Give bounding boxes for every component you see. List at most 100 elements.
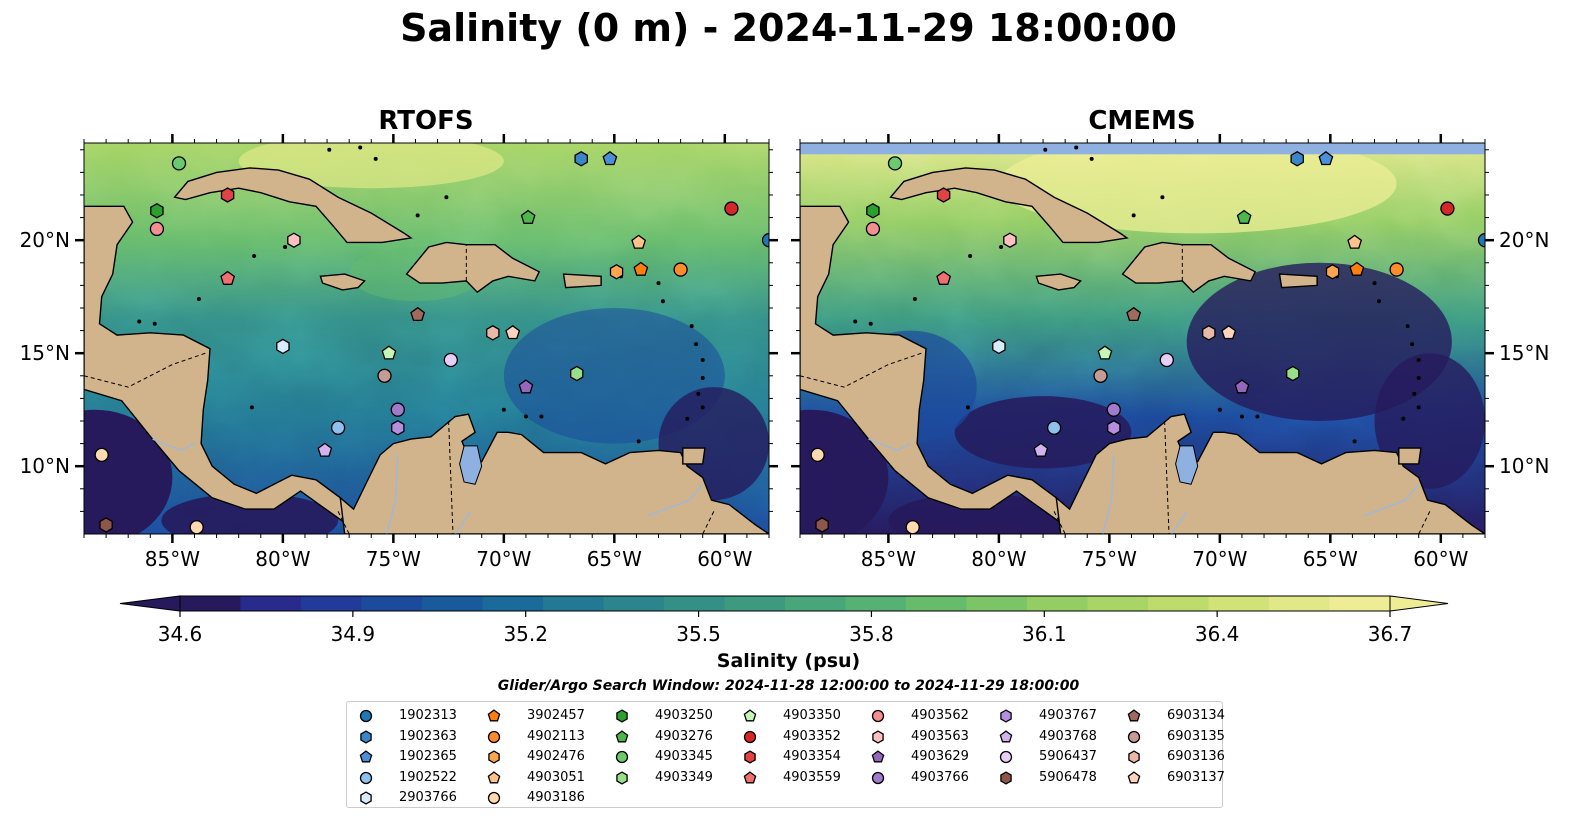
lon-tick-label: 60°W	[697, 547, 752, 571]
legend-label: 2903766	[399, 790, 457, 806]
marker-1902363	[574, 151, 588, 167]
legend-marker-icon	[487, 709, 501, 722]
legend-marker-icon	[1128, 750, 1140, 764]
colorbar-segment	[180, 596, 241, 611]
colorbar-extend-low	[119, 595, 181, 612]
marker-6903136	[486, 325, 500, 341]
legend-label: 4903345	[655, 749, 713, 765]
legend-label: 4903352	[783, 728, 841, 744]
legend-label: 4902476	[527, 749, 585, 765]
colorbar-segment	[785, 596, 846, 611]
marker-1902522	[1046, 420, 1062, 435]
colorbar-segment	[906, 596, 967, 611]
lat-tick-label: 20°N	[20, 228, 70, 252]
lon-tick-label: 65°W	[1303, 547, 1358, 571]
marker-4903562	[149, 221, 165, 237]
legend-marker-icon	[999, 751, 1013, 764]
marker-1902522	[330, 420, 346, 435]
marker-4903766	[390, 402, 405, 417]
legend-label: 4903563	[911, 728, 969, 744]
legend-marker-icon	[743, 730, 757, 743]
marker-4903350	[1097, 345, 1113, 360]
legend-marker-icon	[743, 709, 757, 722]
colorbar-tick-label: 36.4	[1195, 622, 1240, 646]
legend-marker-icon	[616, 709, 628, 723]
legend-marker-icon	[744, 750, 756, 764]
lon-tick-label: 80°W	[255, 547, 310, 571]
marker-4902476	[1325, 264, 1340, 280]
colorbar-segment	[1329, 596, 1391, 611]
marker-4903186	[189, 520, 204, 534]
colorbar-tick-label: 36.1	[1022, 622, 1067, 646]
colorbar-segment	[1027, 596, 1088, 611]
legend-marker-icon	[1127, 709, 1141, 722]
marker-1902365	[602, 150, 618, 166]
legend-label: 4903250	[655, 708, 713, 723]
marker-6903134	[410, 306, 426, 322]
marker-4903767	[391, 420, 405, 436]
legend-label: 1902365	[399, 749, 457, 765]
lat-tick-label: 10°N	[20, 454, 70, 478]
colorbar-segment	[1269, 596, 1330, 611]
marker-4903276	[1236, 209, 1252, 224]
marker-3902457	[1349, 261, 1365, 276]
colorbar-segment	[664, 596, 725, 611]
marker-6903134	[1126, 306, 1142, 322]
colorbar: 34.6 34.9 35.2 35.5 35.8 36.1 36.4 36.7	[119, 595, 1449, 646]
legend-label: 4903186	[527, 790, 585, 806]
legend-marker-icon	[487, 730, 501, 743]
legend-marker-icon	[359, 750, 373, 763]
marker-4903766	[1106, 402, 1121, 417]
colorbar-segment	[361, 596, 423, 611]
legend-marker-icon	[999, 729, 1013, 743]
legend-label: 4903354	[783, 749, 841, 765]
marker-4903768	[1033, 442, 1049, 457]
legend-marker-icon	[360, 729, 372, 744]
lat-tick-label: 15°N	[20, 341, 70, 365]
legend-marker-icon	[488, 750, 500, 764]
marker-5906437	[443, 352, 458, 368]
legend-marker-icon	[615, 729, 629, 743]
lon-tick-label: 85°W	[145, 547, 200, 571]
panel-title-rtofs: RTOFS	[378, 106, 474, 136]
colorbar-segment	[1087, 596, 1149, 611]
lon-tick-label: 75°W	[366, 547, 421, 571]
legend-marker-icon	[615, 751, 629, 764]
lon-tick-label: 65°W	[587, 547, 642, 571]
legend-label: 5906437	[1039, 749, 1097, 765]
marker-4903349	[570, 365, 584, 382]
map-panel-cmems: 85°W 80°W 75°W 70°W 65°W 60°W 10°N 15°N 20°N	[791, 134, 1549, 571]
marker-4903354	[936, 187, 951, 203]
legend-label: 4903629	[911, 749, 969, 765]
marker-4903352	[724, 201, 739, 216]
marker-4902113	[673, 262, 688, 277]
legend-marker-icon	[1127, 771, 1141, 784]
marker-4903563	[287, 232, 301, 248]
marker-4903051	[631, 234, 647, 249]
legend-marker-icon	[871, 771, 885, 784]
lat-tick-label: 15°N	[1499, 341, 1549, 365]
legend-label: 3902457	[527, 708, 585, 723]
legend-label: 1902313	[399, 708, 457, 723]
legend-marker-icon	[360, 791, 372, 806]
marker-4903186	[905, 520, 920, 534]
legend-marker-icon	[359, 771, 373, 784]
lon-tick-label: 75°W	[1082, 547, 1137, 571]
legend-label: 4902113	[527, 728, 585, 744]
lon-tick-label: 80°W	[971, 547, 1026, 571]
legend-label: 1902522	[399, 769, 457, 785]
legend-marker-icon	[487, 792, 501, 805]
colorbar-extend-high	[1389, 595, 1449, 612]
legend-marker-icon	[487, 771, 501, 784]
marker-4903354	[220, 187, 235, 203]
marker-4903051	[1347, 234, 1363, 249]
marker-3902457	[633, 261, 649, 276]
legend-label: 1902363	[399, 728, 457, 744]
marker-1902363	[1290, 151, 1304, 167]
marker-4903345	[887, 156, 903, 171]
legend-label: 4903349	[655, 769, 713, 785]
colorbar-segment	[1208, 596, 1270, 611]
legend-label: 4903051	[527, 769, 585, 785]
marker-4903186	[810, 447, 825, 463]
